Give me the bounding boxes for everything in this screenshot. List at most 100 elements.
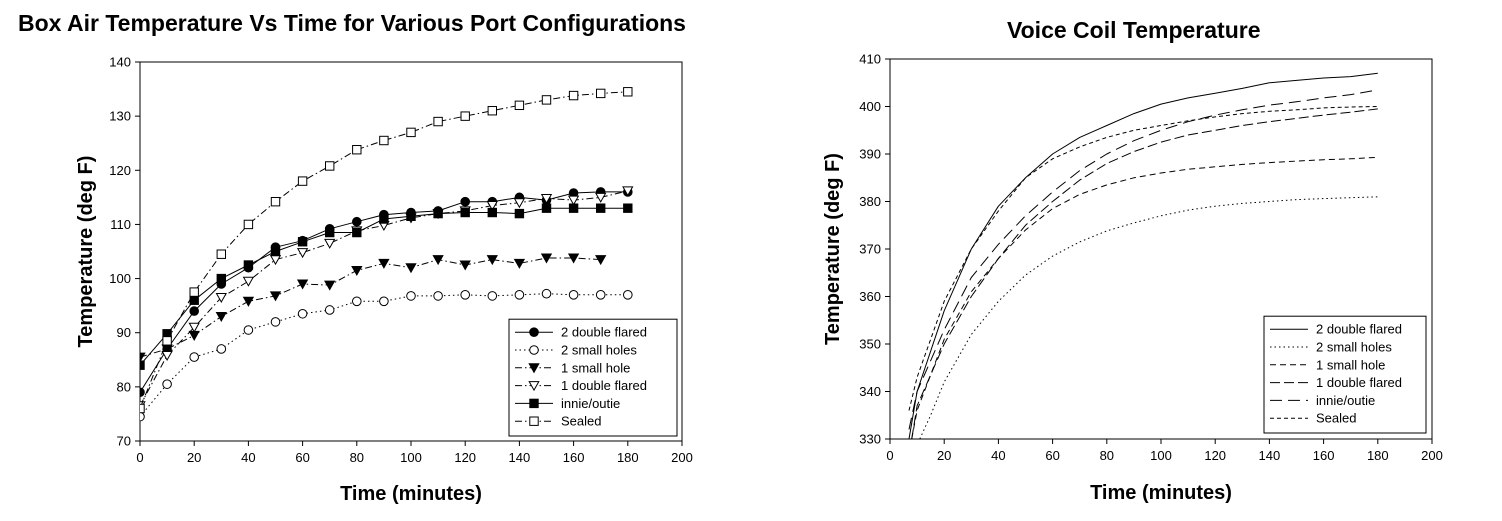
data-point-sealed <box>297 176 308 186</box>
legend: 2 double flared 2 small holes 1 small hole… <box>508 318 678 437</box>
y-tick-label: 70 <box>117 434 131 449</box>
data-point-sealed <box>379 135 389 146</box>
data-point-1-small-hole <box>296 279 309 290</box>
data-point-1-small-hole <box>351 265 363 276</box>
data-point-innie-outie <box>216 273 227 284</box>
data-point-2-small-holes <box>243 325 254 335</box>
y-tick-label: 370 <box>859 242 881 257</box>
data-point-1-double-flared <box>161 350 173 361</box>
data-point-2-small-holes <box>270 317 281 327</box>
x-axis-label: Time (minutes) <box>1090 482 1232 504</box>
y-axis-label: Temperature (deg F) <box>75 156 97 348</box>
series-line-innie-outie <box>908 89 1378 430</box>
data-point-2-small-holes <box>297 308 308 319</box>
y-tick-label: 380 <box>859 194 881 209</box>
data-point-innie-outie <box>270 246 281 257</box>
y-tick-label: 110 <box>110 217 131 232</box>
y-tick-label: 390 <box>859 147 881 162</box>
chart-title-voice-coil: Voice Coil Temperature <box>1007 17 1261 43</box>
x-tick-label: 100 <box>400 450 422 465</box>
y-tick-label: 350 <box>859 337 881 352</box>
data-point-1-double-flared <box>296 248 309 259</box>
data-point-2-small-holes <box>324 305 335 315</box>
y-tick-label: 360 <box>859 289 881 304</box>
x-axis-label: Time (minutes) <box>340 483 482 505</box>
series-line-2-double-flared <box>908 72 1378 439</box>
data-point-1-double-flared <box>595 192 607 203</box>
data-point-2-small-holes <box>595 290 606 300</box>
data-point-sealed <box>162 336 172 346</box>
legend-label-1-double-flared: 1 double flared <box>561 378 647 393</box>
legend-marker-1-double-flared <box>528 381 540 392</box>
data-point-1-double-flared <box>540 193 553 204</box>
data-point-1-small-hole <box>140 352 146 363</box>
legend-label-2-double-flared: 2 double flared <box>1316 322 1402 337</box>
data-point-sealed <box>460 111 470 121</box>
data-point-2-small-holes <box>541 288 552 299</box>
data-point-innie-outie <box>243 260 254 270</box>
data-point-innie-outie <box>514 208 525 219</box>
x-tick-label: 20 <box>187 450 201 465</box>
y-tick-label: 340 <box>859 384 881 399</box>
data-point-1-small-hole <box>595 255 607 266</box>
y-tick-label: 80 <box>117 379 131 394</box>
data-point-1-small-hole <box>459 260 471 271</box>
data-point-1-double-flared <box>567 195 580 206</box>
data-point-2-small-holes <box>352 296 362 307</box>
x-tick-label: 100 <box>1150 448 1172 463</box>
chart-title-box-air: Box Air Temperature Vs Time for Various … <box>18 10 686 36</box>
x-tick-label: 40 <box>241 450 255 465</box>
data-point-1-double-flared <box>324 238 336 249</box>
x-tick-label: 180 <box>1367 448 1389 463</box>
y-tick-label: 120 <box>109 163 131 178</box>
x-tick-label: 160 <box>1313 448 1335 463</box>
legend-marker-sealed <box>529 416 539 426</box>
data-point-1-small-hole <box>378 258 390 269</box>
data-point-1-small-hole <box>486 255 498 266</box>
legend-label-1-small-hole: 1 small hole <box>1316 357 1385 372</box>
legend-label-1-double-flared: 1 double flared <box>1316 375 1402 390</box>
data-point-innie-outie <box>433 208 443 219</box>
data-point-innie-outie <box>460 207 470 218</box>
data-point-1-double-flared <box>215 293 227 304</box>
legend-label-2-small-holes: 2 small holes <box>1316 340 1392 355</box>
data-point-1-double-flared <box>513 198 526 209</box>
series-group <box>908 72 1378 439</box>
data-point-2-small-holes <box>460 290 471 300</box>
data-point-1-small-hole <box>269 291 282 302</box>
data-point-innie-outie <box>325 227 335 238</box>
legend-marker-2-small-holes <box>529 345 539 355</box>
data-point-2-small-holes <box>514 290 525 300</box>
x-tick-label: 140 <box>509 450 531 465</box>
x-tick-label: 200 <box>1421 448 1443 463</box>
legend-marker-innie-outie <box>529 398 539 409</box>
data-point-1-double-flared <box>486 200 498 211</box>
x-tick-label: 160 <box>563 450 585 465</box>
data-point-2-double-flared <box>189 306 199 316</box>
data-point-2-small-holes <box>189 352 199 362</box>
x-tick-label: 120 <box>454 450 476 465</box>
data-point-sealed <box>487 106 498 116</box>
data-point-1-small-hole <box>513 258 526 269</box>
x-tick-label: 0 <box>136 450 143 465</box>
x-tick-label: 120 <box>1204 448 1226 463</box>
data-point-sealed <box>216 249 227 259</box>
data-point-sealed <box>433 116 443 127</box>
y-tick-label: 90 <box>117 325 131 340</box>
box-air-temperature-chart: 0 20 40 60 80 100 120 140 160 180 200 70 80 90 100 110 1… <box>75 55 693 506</box>
legend-label-1-small-hole: 1 small hole <box>561 360 630 375</box>
x-tick-label: 180 <box>617 450 639 465</box>
data-point-sealed <box>325 161 335 171</box>
data-point-innie-outie <box>352 227 362 238</box>
data-point-1-small-hole <box>432 255 444 266</box>
data-point-2-small-holes <box>623 290 633 300</box>
legend-label-innie-outie: innie/outie <box>1316 393 1375 408</box>
data-point-sealed <box>270 196 281 207</box>
x-tick-label: 60 <box>1045 448 1059 463</box>
data-point-2-small-holes <box>162 379 172 389</box>
y-tick-label: 140 <box>109 55 131 70</box>
x-tick-label: 20 <box>937 448 951 463</box>
data-point-1-small-hole <box>405 263 417 274</box>
x-tick-label: 140 <box>1259 448 1281 463</box>
data-point-sealed <box>541 95 552 105</box>
